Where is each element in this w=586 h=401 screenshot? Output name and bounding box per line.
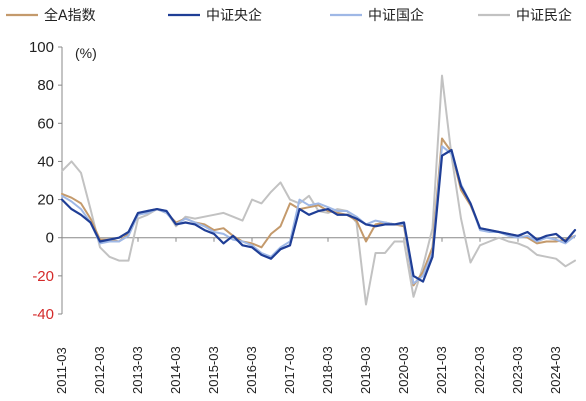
y-axis: -40 -20 0 20 40 60 80 100	[29, 39, 63, 323]
x-tick-label: 2018-03	[320, 346, 335, 394]
x-tick-label: 2021-03	[434, 346, 449, 394]
y-tick-label: 0	[46, 230, 54, 247]
series-line-2	[60, 148, 577, 283]
series-line-4	[61, 74, 576, 306]
x-tick-label: 2024-03	[548, 346, 563, 394]
x-tick-label: 2012-03	[92, 346, 107, 394]
x-tick-label: 2019-03	[358, 346, 373, 394]
y-tick-label: 100	[29, 39, 54, 56]
x-axis: 2011-03 2012-03 2013-03 2014-03 2015-03 2016-…	[54, 237, 575, 394]
series-group	[60, 74, 577, 306]
legend: 全A指数 中证央企 中证国企 中证民企	[6, 7, 572, 24]
legend-label: 中证民企	[516, 7, 572, 24]
y-tick-label: -40	[32, 306, 54, 323]
y-tick-label: -20	[32, 268, 54, 285]
x-tick-label: 2016-03	[244, 346, 259, 394]
x-tick-label: 2020-03	[396, 346, 411, 394]
x-tick-label: 2015-03	[206, 346, 221, 394]
y-tick-label: 20	[37, 192, 54, 209]
legend-label: 中证央企	[206, 7, 262, 24]
x-tick-label: 2017-03	[282, 346, 297, 394]
y-tick-label: 80	[37, 77, 54, 94]
y-axis-unit-label: (%)	[75, 45, 97, 61]
x-tick-label: 2013-03	[130, 346, 145, 394]
x-tick-label: 2022-03	[472, 346, 487, 394]
y-tick-label: 60	[37, 115, 54, 132]
x-tick-label: 2014-03	[168, 346, 183, 394]
x-tick-label: 2011-03	[54, 347, 69, 394]
legend-label: 全A指数	[44, 7, 96, 24]
legend-label: 中证国企	[368, 7, 424, 24]
series-line-3	[61, 145, 576, 285]
x-tick-label: 2023-03	[510, 346, 525, 394]
y-tick-label: 40	[37, 153, 54, 170]
